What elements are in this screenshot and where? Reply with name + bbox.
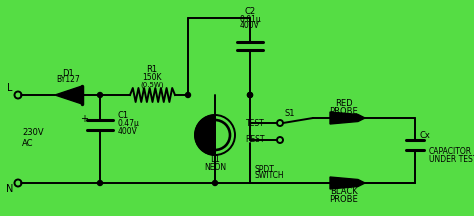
Text: D1: D1 [62, 70, 74, 78]
Text: C2: C2 [245, 8, 255, 16]
Text: BLACK: BLACK [330, 187, 358, 197]
Text: SWITCH: SWITCH [255, 172, 284, 181]
Text: 150K: 150K [142, 73, 162, 83]
Text: CAPACITOR: CAPACITOR [429, 148, 472, 157]
Circle shape [98, 92, 102, 97]
Text: 230V
AC: 230V AC [22, 128, 44, 148]
Text: SPDT: SPDT [255, 165, 275, 173]
Text: S1: S1 [285, 108, 295, 118]
Text: NEON: NEON [204, 162, 226, 172]
Text: L: L [7, 83, 13, 93]
Text: N: N [6, 184, 14, 194]
Text: 0.01µ: 0.01µ [239, 14, 261, 24]
Circle shape [247, 92, 253, 97]
Text: R1: R1 [146, 65, 157, 75]
Text: BY127: BY127 [56, 76, 80, 84]
Text: 0.47µ: 0.47µ [118, 119, 140, 129]
Circle shape [212, 181, 218, 186]
Text: PROBE: PROBE [329, 106, 358, 116]
Text: +: + [80, 114, 88, 124]
Text: REST: REST [246, 135, 265, 145]
Text: RED: RED [335, 100, 353, 108]
Circle shape [98, 181, 102, 186]
Polygon shape [55, 86, 82, 104]
Text: 400V: 400V [240, 22, 260, 30]
Polygon shape [195, 115, 215, 155]
Text: UNDER TEST: UNDER TEST [429, 156, 474, 165]
Text: L1: L1 [210, 156, 220, 165]
Text: Cx: Cx [420, 132, 431, 140]
Polygon shape [330, 112, 365, 124]
Text: TEST: TEST [246, 119, 265, 127]
Polygon shape [330, 177, 365, 189]
Circle shape [247, 92, 253, 97]
Text: 400V: 400V [118, 127, 138, 135]
Text: (0.5W): (0.5W) [140, 82, 164, 88]
Text: PROBE: PROBE [329, 194, 358, 203]
Circle shape [185, 92, 191, 97]
Text: C1: C1 [118, 111, 129, 121]
